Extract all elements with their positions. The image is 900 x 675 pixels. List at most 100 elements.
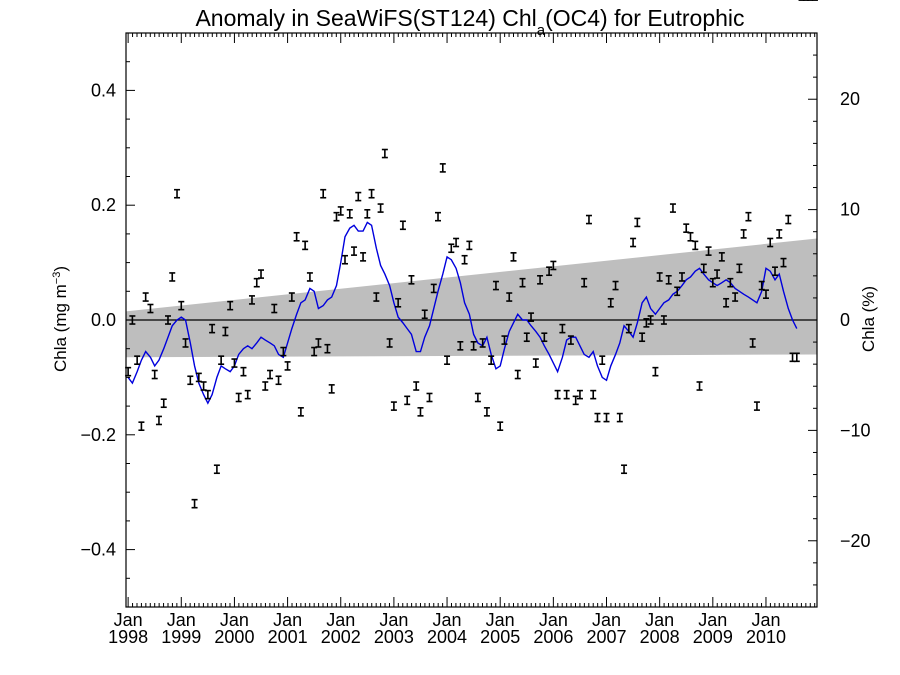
x-tick-year: 2004 (427, 627, 467, 647)
error-bar (235, 392, 242, 403)
error-bar (488, 355, 495, 365)
error-bar (576, 389, 583, 400)
error-bar (341, 254, 348, 265)
error-bar (351, 246, 358, 256)
error-bar (541, 332, 548, 343)
error-bar (572, 395, 579, 406)
error-bar (151, 369, 158, 380)
y-tick-label: 0.0 (91, 310, 116, 330)
error-bar (740, 229, 747, 239)
x-tick-month: Jan (645, 610, 674, 630)
anomaly-line-series (127, 221, 798, 405)
y2-tick-label: −10 (840, 420, 871, 440)
error-bar (284, 361, 291, 371)
error-bar (346, 208, 353, 219)
y-axis-label: Chla (mg m−3) (51, 266, 70, 372)
error-bar (386, 338, 393, 348)
x-tick-year: 2005 (480, 627, 520, 647)
x-tick-year: 2002 (321, 627, 361, 647)
x-tick-month: Jan (486, 610, 515, 630)
error-bar (302, 240, 309, 251)
x-tick-year: 2001 (268, 627, 308, 647)
y-axis-label-close: ) (51, 266, 70, 272)
error-bar (474, 392, 481, 403)
x-tick-month: Jan (539, 610, 568, 630)
error-bar (461, 254, 468, 265)
error-bar (772, 266, 779, 277)
error-bar (700, 263, 707, 274)
error-bar (293, 231, 300, 242)
error-bar (528, 312, 535, 322)
error-bar (510, 252, 517, 262)
error-bar (408, 275, 415, 285)
x-axis-ticks: Jan1998Jan1999Jan2000Jan2001Jan2002Jan20… (108, 33, 816, 647)
error-bar (559, 323, 566, 334)
error-bar (435, 211, 442, 222)
error-bar (320, 188, 327, 199)
x-tick-year: 1999 (161, 627, 201, 647)
error-bar (404, 395, 411, 406)
x-tick-year: 2007 (586, 627, 626, 647)
error-bar (253, 277, 260, 288)
error-bar (678, 272, 685, 282)
x-tick-month: Jan (433, 610, 462, 630)
error-bar (297, 407, 304, 417)
error-bar (621, 464, 628, 475)
error-bar (718, 252, 725, 262)
y-axis-ticks: 0.4 0.2 0.0 −0.2 −0.4 (80, 32, 135, 608)
error-bar (381, 148, 388, 159)
error-bar (514, 369, 521, 380)
error-bar (762, 289, 769, 299)
error-bar (519, 277, 526, 288)
error-bar (138, 421, 145, 432)
error-bar (616, 412, 623, 423)
error-bar (448, 243, 455, 254)
y2-tick-label: 0 (840, 310, 850, 330)
error-bar (612, 280, 619, 291)
error-bar (785, 214, 792, 225)
error-bar (155, 415, 162, 426)
error-bar (426, 392, 433, 403)
error-bar (324, 343, 331, 354)
error-bar (639, 332, 646, 343)
y-tick-label: 0.4 (91, 80, 116, 100)
error-bar (665, 275, 672, 285)
error-bar (430, 283, 437, 294)
error-bar (315, 338, 322, 348)
error-bar (669, 203, 676, 213)
y-axis-label-superscript: −3 (51, 272, 63, 285)
error-bar (390, 401, 397, 411)
x-tick-year: 2008 (640, 627, 680, 647)
error-bar (377, 203, 384, 213)
error-bar (634, 217, 641, 228)
error-bar (643, 318, 650, 328)
error-bar (164, 315, 171, 325)
error-bar (546, 266, 553, 277)
error-bar (213, 464, 220, 475)
error-bar (222, 326, 229, 337)
error-bar (134, 355, 141, 365)
y2-axis-label: Chla (%) (859, 286, 878, 352)
error-bar (523, 332, 530, 343)
error-bar (333, 211, 340, 222)
error-bar (687, 231, 694, 242)
error-bar (147, 303, 154, 314)
error-bar (191, 498, 198, 509)
error-bar (723, 297, 730, 308)
error-bar (160, 398, 167, 409)
y-tick-label: 0.2 (91, 195, 116, 215)
error-bar (660, 315, 667, 325)
x-tick-month: Jan (751, 610, 780, 630)
error-bar (417, 407, 424, 417)
error-bar (413, 381, 420, 391)
error-bar (421, 309, 428, 320)
error-bar (174, 188, 181, 199)
x-tick-month: Jan (379, 610, 408, 630)
chart-title: Anomaly in SeaWiFS(ST124) Chla(OC4) for … (195, 5, 744, 39)
error-bar (732, 292, 739, 302)
error-bar (479, 338, 486, 348)
error-bar (749, 338, 756, 348)
error-bar (483, 407, 490, 417)
title-prefix: Anomaly in SeaWiFS(ST124) Chl (195, 5, 536, 31)
confidence-band (126, 238, 817, 358)
